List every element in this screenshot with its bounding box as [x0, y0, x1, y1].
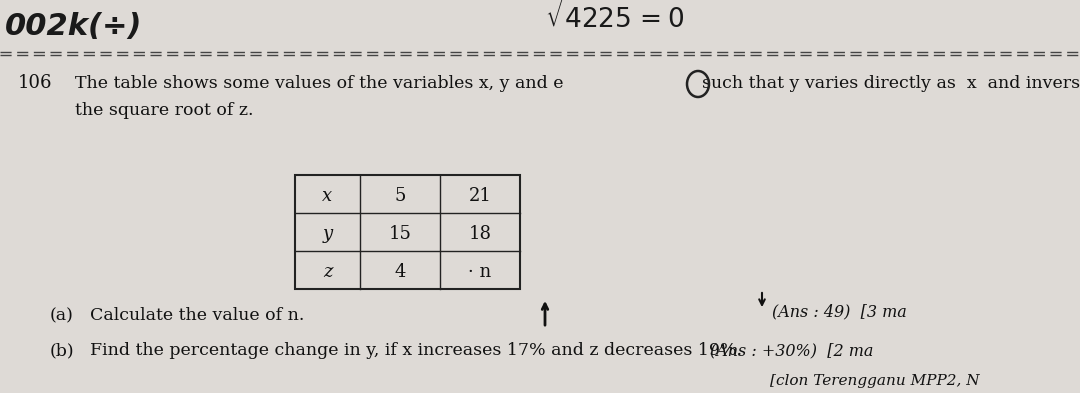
- Text: (Ans : 49)  [3 ma: (Ans : 49) [3 ma: [772, 303, 907, 320]
- Text: y: y: [323, 225, 333, 243]
- Text: 106: 106: [18, 74, 53, 92]
- Text: [clon Terengganu MPP2, N: [clon Terengganu MPP2, N: [770, 374, 980, 388]
- Text: 21: 21: [469, 187, 491, 205]
- Text: (a): (a): [50, 307, 73, 324]
- Text: The table shows some values of the variables x, y and e: The table shows some values of the varia…: [75, 75, 564, 92]
- Text: 4: 4: [394, 263, 406, 281]
- Bar: [295, 175, 519, 289]
- Text: such that y varies directly as  x  and inversely: such that y varies directly as x and inv…: [702, 75, 1080, 92]
- Text: the square root of z.: the square root of z.: [75, 102, 254, 119]
- Text: 5: 5: [394, 187, 406, 205]
- Text: 18: 18: [469, 225, 491, 243]
- Text: 15: 15: [389, 225, 411, 243]
- Text: · n: · n: [469, 263, 491, 281]
- Text: $\sqrt{4225}=0$: $\sqrt{4225}=0$: [545, 0, 685, 34]
- Text: z: z: [323, 263, 333, 281]
- Text: (Ans : +30%)  [2 ma: (Ans : +30%) [2 ma: [710, 342, 874, 359]
- Text: Calculate the value of n.: Calculate the value of n.: [90, 307, 305, 324]
- Text: Find the percentage change in y, if x increases 17% and z decreases 19%.: Find the percentage change in y, if x in…: [90, 342, 742, 359]
- Text: 002k(÷): 002k(÷): [5, 12, 143, 41]
- Text: (b): (b): [50, 342, 75, 359]
- Text: x: x: [323, 187, 333, 205]
